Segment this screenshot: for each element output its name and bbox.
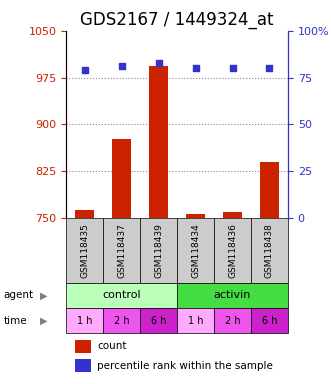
Text: activin: activin [214,290,251,300]
Text: GSM118434: GSM118434 [191,223,200,278]
Text: 6 h: 6 h [151,316,166,326]
Point [193,65,198,71]
Bar [103,308,140,333]
Bar [75,339,91,353]
Text: GSM118435: GSM118435 [80,223,89,278]
Bar [260,162,279,218]
Text: 6 h: 6 h [262,316,277,326]
Text: time: time [3,316,27,326]
Text: GSM118438: GSM118438 [265,223,274,278]
Text: ▶: ▶ [40,290,47,300]
Bar [75,210,94,218]
Bar [214,218,251,283]
Text: ▶: ▶ [40,316,47,326]
Bar [186,214,205,218]
Bar [177,218,214,283]
Bar [140,218,177,283]
Point [119,63,124,70]
Text: GSM118436: GSM118436 [228,223,237,278]
Bar [113,139,131,218]
Text: GSM118437: GSM118437 [117,223,126,278]
Bar [214,308,251,333]
Bar [140,308,177,333]
Point [156,60,161,66]
Text: count: count [97,341,127,351]
Point [267,65,272,71]
Text: agent: agent [3,290,33,300]
Bar [103,218,140,283]
Bar [251,308,288,333]
Text: GSM118439: GSM118439 [154,223,163,278]
Text: 1 h: 1 h [77,316,92,326]
Bar [251,218,288,283]
Bar [177,308,214,333]
Text: 2 h: 2 h [225,316,240,326]
Text: 2 h: 2 h [114,316,129,326]
Bar [223,212,242,218]
Text: 1 h: 1 h [188,316,203,326]
Bar [75,359,91,372]
Bar [66,218,103,283]
Point [230,65,235,71]
Text: percentile rank within the sample: percentile rank within the sample [97,361,273,371]
Bar [66,283,177,308]
Point [82,67,87,73]
Text: control: control [102,290,141,300]
Bar [66,308,103,333]
Bar [149,66,168,218]
Bar [177,283,288,308]
Title: GDS2167 / 1449324_at: GDS2167 / 1449324_at [80,12,274,30]
